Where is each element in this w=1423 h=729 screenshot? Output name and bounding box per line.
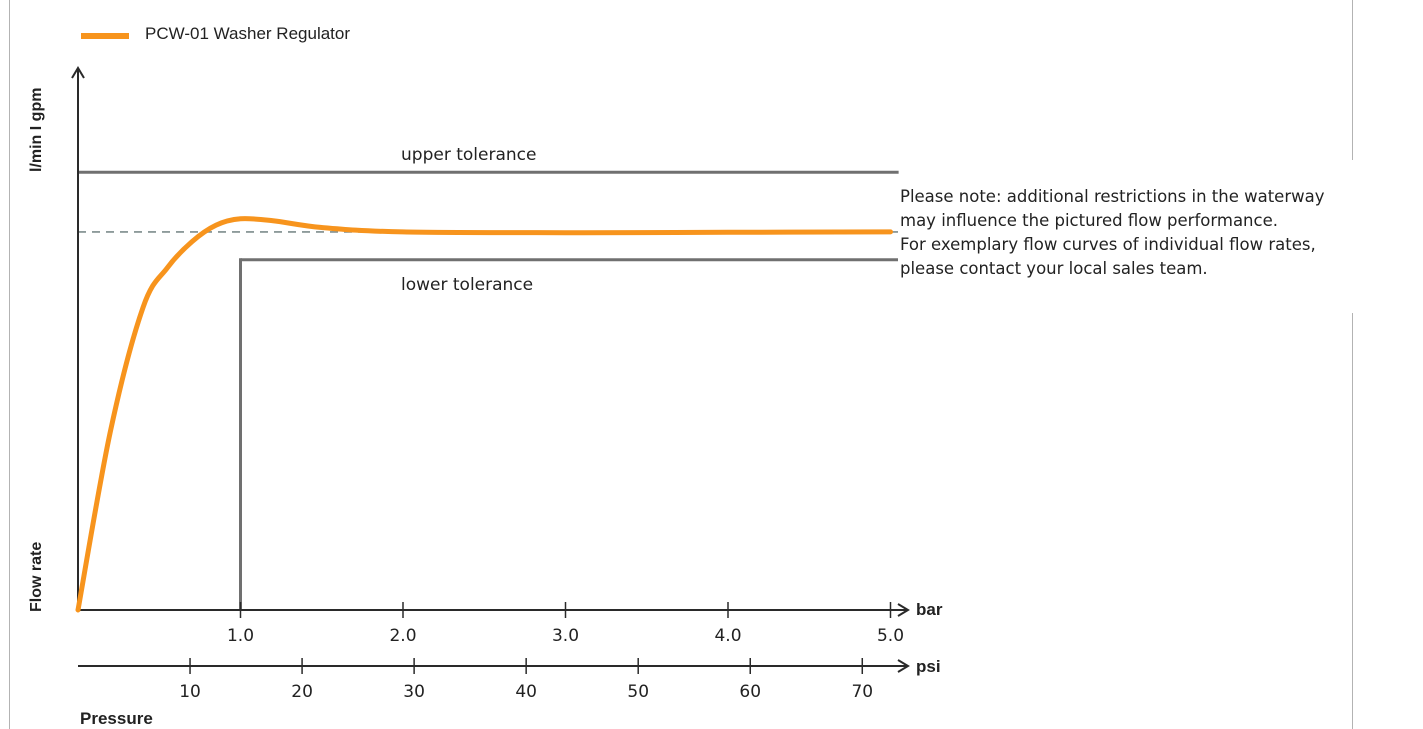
psi-axis-arrow-icon xyxy=(897,659,910,673)
frame-right-border-top xyxy=(1352,0,1353,160)
lower-tolerance-label: lower tolerance xyxy=(401,275,533,295)
y-axis-title: Flow rate xyxy=(28,541,45,612)
bar-axis-unit: bar xyxy=(916,600,943,619)
legend-swatch xyxy=(81,33,129,39)
series-line-pcw-01 xyxy=(75,216,893,613)
x-axis-title: Pressure xyxy=(80,709,153,728)
y-axis-arrow-icon xyxy=(71,66,85,79)
psi-tick-label: 60 xyxy=(739,682,761,702)
y-axis-unit-label: l/min I gpm xyxy=(28,87,45,172)
psi-tick-label: 50 xyxy=(627,682,649,702)
flow-note: Please note: additional restrictions in … xyxy=(898,183,1420,281)
bar-tick-label: 5.0 xyxy=(877,626,904,646)
note-line: may influence the pictured flow performa… xyxy=(900,211,1278,230)
psi-tick-label: 40 xyxy=(515,682,537,702)
legend-label: PCW-01 Washer Regulator xyxy=(145,24,351,43)
upper-tolerance-label: upper tolerance xyxy=(401,145,536,165)
bar-axis-arrow-icon xyxy=(897,603,910,617)
note-line: For exemplary flow curves of individual … xyxy=(900,235,1316,254)
psi-axis-unit: psi xyxy=(916,657,941,676)
bar-tick-label: 1.0 xyxy=(227,626,254,646)
psi-tick-label: 30 xyxy=(403,682,425,702)
frame-left-border xyxy=(9,0,10,729)
frame-right-border-bottom xyxy=(1352,313,1353,729)
bar-tick-label: 2.0 xyxy=(389,626,416,646)
psi-tick-label: 20 xyxy=(291,682,313,702)
psi-tick-label: 10 xyxy=(179,682,201,702)
bar-tick-label: 4.0 xyxy=(714,626,741,646)
note-line: Please note: additional restrictions in … xyxy=(900,187,1325,206)
note-line: please contact your local sales team. xyxy=(900,259,1208,278)
psi-tick-label: 70 xyxy=(851,682,873,702)
bar-tick-label: 3.0 xyxy=(552,626,579,646)
